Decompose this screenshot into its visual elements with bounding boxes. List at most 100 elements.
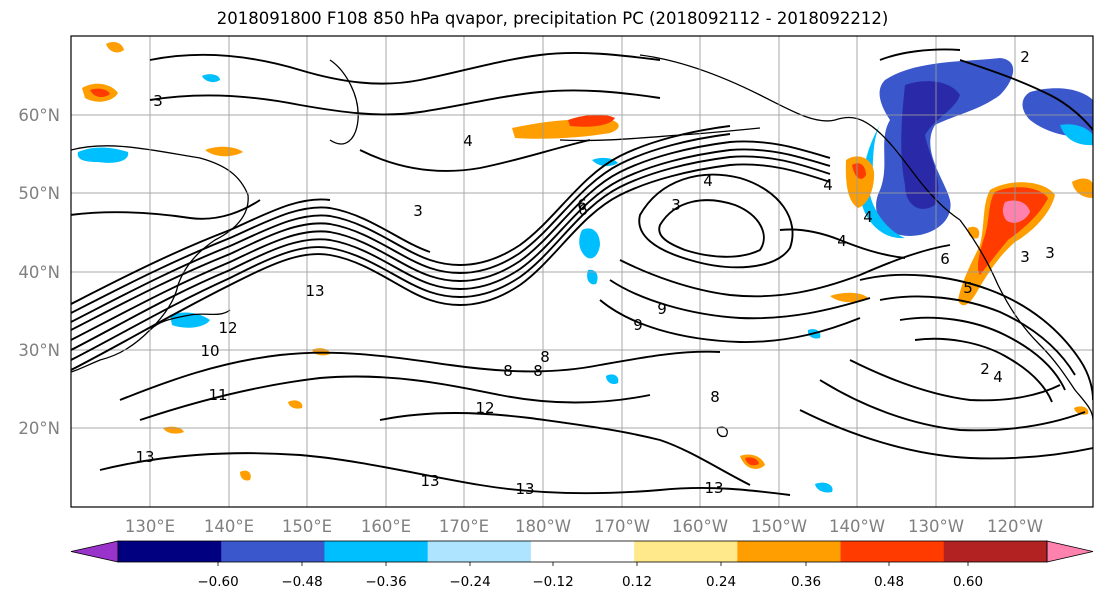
- contour-line: [71, 148, 831, 351]
- contour-line: [99, 452, 791, 496]
- lat-label: 50°N: [18, 184, 60, 203]
- contour-line: [379, 412, 751, 486]
- lat-labels: 60°N 50°N 40°N 30°N 20°N: [18, 106, 60, 438]
- colorbar-segment: [118, 541, 222, 562]
- pos-fill-small1: [106, 42, 124, 53]
- contour-label: 2: [980, 360, 990, 378]
- contour-label: 6: [940, 250, 950, 268]
- colorbar-tick-label: 0.36: [791, 574, 821, 590]
- coastline-alaska: [639, 54, 961, 221]
- lon-label: 150°W: [751, 517, 807, 536]
- colorbar-extend-low: [70, 540, 119, 563]
- contour-label: 4: [703, 172, 713, 190]
- contour-line: [71, 198, 331, 305]
- contour-label: 3: [413, 202, 423, 220]
- contour-line: [658, 199, 765, 258]
- contour-line: [71, 163, 831, 371]
- colorbar-tick-label: −0.48: [281, 574, 322, 590]
- contour-line: [609, 279, 871, 320]
- neg-fill-ne: [1022, 88, 1093, 137]
- colorbar-tick-label: 0.60: [953, 574, 983, 590]
- contour-label: 3: [1020, 248, 1030, 266]
- contour-label: 3: [153, 92, 163, 110]
- colorbar-segment: [530, 541, 635, 562]
- contour-line: [149, 51, 661, 85]
- colorbar-tick-label: −0.12: [532, 574, 573, 590]
- colorbar-segment: [427, 541, 532, 562]
- lon-label: 130°E: [125, 517, 175, 536]
- contour-label: 10: [200, 342, 219, 360]
- colorbar: −0.60 −0.48 −0.36 −0.24 −0.12 0.12 0.24 0.36 0.4…: [70, 540, 1094, 590]
- coastline-japan: [149, 309, 231, 331]
- contour-label: 13: [305, 282, 324, 300]
- contour-line: [71, 206, 431, 314]
- lon-label: 160°E: [361, 517, 411, 536]
- lat-label: 40°N: [18, 263, 60, 282]
- colorbar-tick-label: −0.24: [449, 574, 490, 590]
- colorbar-tick-label: 0.12: [622, 574, 652, 590]
- contour-line: [899, 316, 1066, 391]
- qvapor-contours: [71, 48, 1093, 496]
- contour-label: 3: [671, 196, 681, 214]
- contour-line: [638, 173, 794, 269]
- map-frame: [70, 35, 1094, 508]
- lon-label: 150°E: [282, 517, 332, 536]
- lon-label: 160°W: [672, 517, 728, 536]
- colorbar-segment: [840, 541, 945, 562]
- contour-label: 3: [1045, 244, 1055, 262]
- contour-label: 4: [463, 132, 473, 150]
- colorbar-tick-label: −0.60: [197, 574, 238, 590]
- contour-label: 4: [863, 208, 873, 226]
- contour-line: [149, 89, 661, 116]
- contour-line: [599, 299, 861, 343]
- contour-label: 4: [993, 368, 1003, 386]
- pos-fill-okhotsk-core: [568, 114, 615, 127]
- neg-fill-small2: [606, 374, 619, 385]
- contour-label: 8: [533, 362, 543, 380]
- contour-line: [71, 140, 831, 341]
- contour-label: 8: [540, 348, 550, 366]
- contour-label: 9: [657, 300, 667, 318]
- contour-label: 6: [577, 196, 587, 214]
- contour-line: [71, 133, 731, 331]
- contour-label: 13: [135, 448, 154, 466]
- coastline-nwam: [959, 219, 1093, 421]
- contour-line: [139, 375, 651, 421]
- neg-fill-nw: [77, 147, 129, 163]
- neg-fill-ne-light: [1060, 124, 1093, 146]
- lat-label: 60°N: [18, 106, 60, 125]
- coastline-asia: [71, 145, 249, 373]
- lon-label: 170°W: [594, 517, 650, 536]
- contour-line: [914, 337, 1053, 403]
- contour-label: 9: [633, 316, 643, 334]
- contour-line: [119, 350, 721, 401]
- contour-line: [71, 125, 731, 323]
- neg-fill-alaska-edge: [861, 125, 905, 239]
- pos-fill-trop2: [830, 292, 868, 303]
- contour-label: 11: [208, 386, 227, 404]
- contour-label: 12: [475, 399, 494, 417]
- contour-label: 4: [823, 176, 833, 194]
- pos-fill-gulf: [845, 156, 875, 208]
- neg-fill-mid: [579, 228, 600, 259]
- contour-label: 8: [710, 388, 720, 406]
- contour-line: [71, 155, 831, 361]
- contour-label: 6: [578, 201, 588, 219]
- lon-label: 170°E: [439, 517, 489, 536]
- chart-title: 2018091800 F108 850 hPa qvapor, precipit…: [216, 9, 889, 28]
- contour-line: [849, 359, 1061, 402]
- contour-line: [71, 199, 261, 220]
- contour-label: 13: [420, 472, 439, 490]
- coastline-hawaii: [716, 426, 728, 438]
- contour-line: [959, 59, 1093, 131]
- colorbar-segment: [737, 541, 842, 562]
- colorbar-frame: [117, 540, 1048, 563]
- pos-fill-bc-mid: [977, 187, 1048, 275]
- colorbar-segment: [943, 541, 1048, 562]
- contour-line: [359, 139, 591, 172]
- contour-label: 8: [503, 362, 513, 380]
- pos-fill-gulf-core: [852, 163, 866, 179]
- colorbar-tick-label: 0.48: [874, 574, 904, 590]
- lon-label: 140°E: [204, 517, 254, 536]
